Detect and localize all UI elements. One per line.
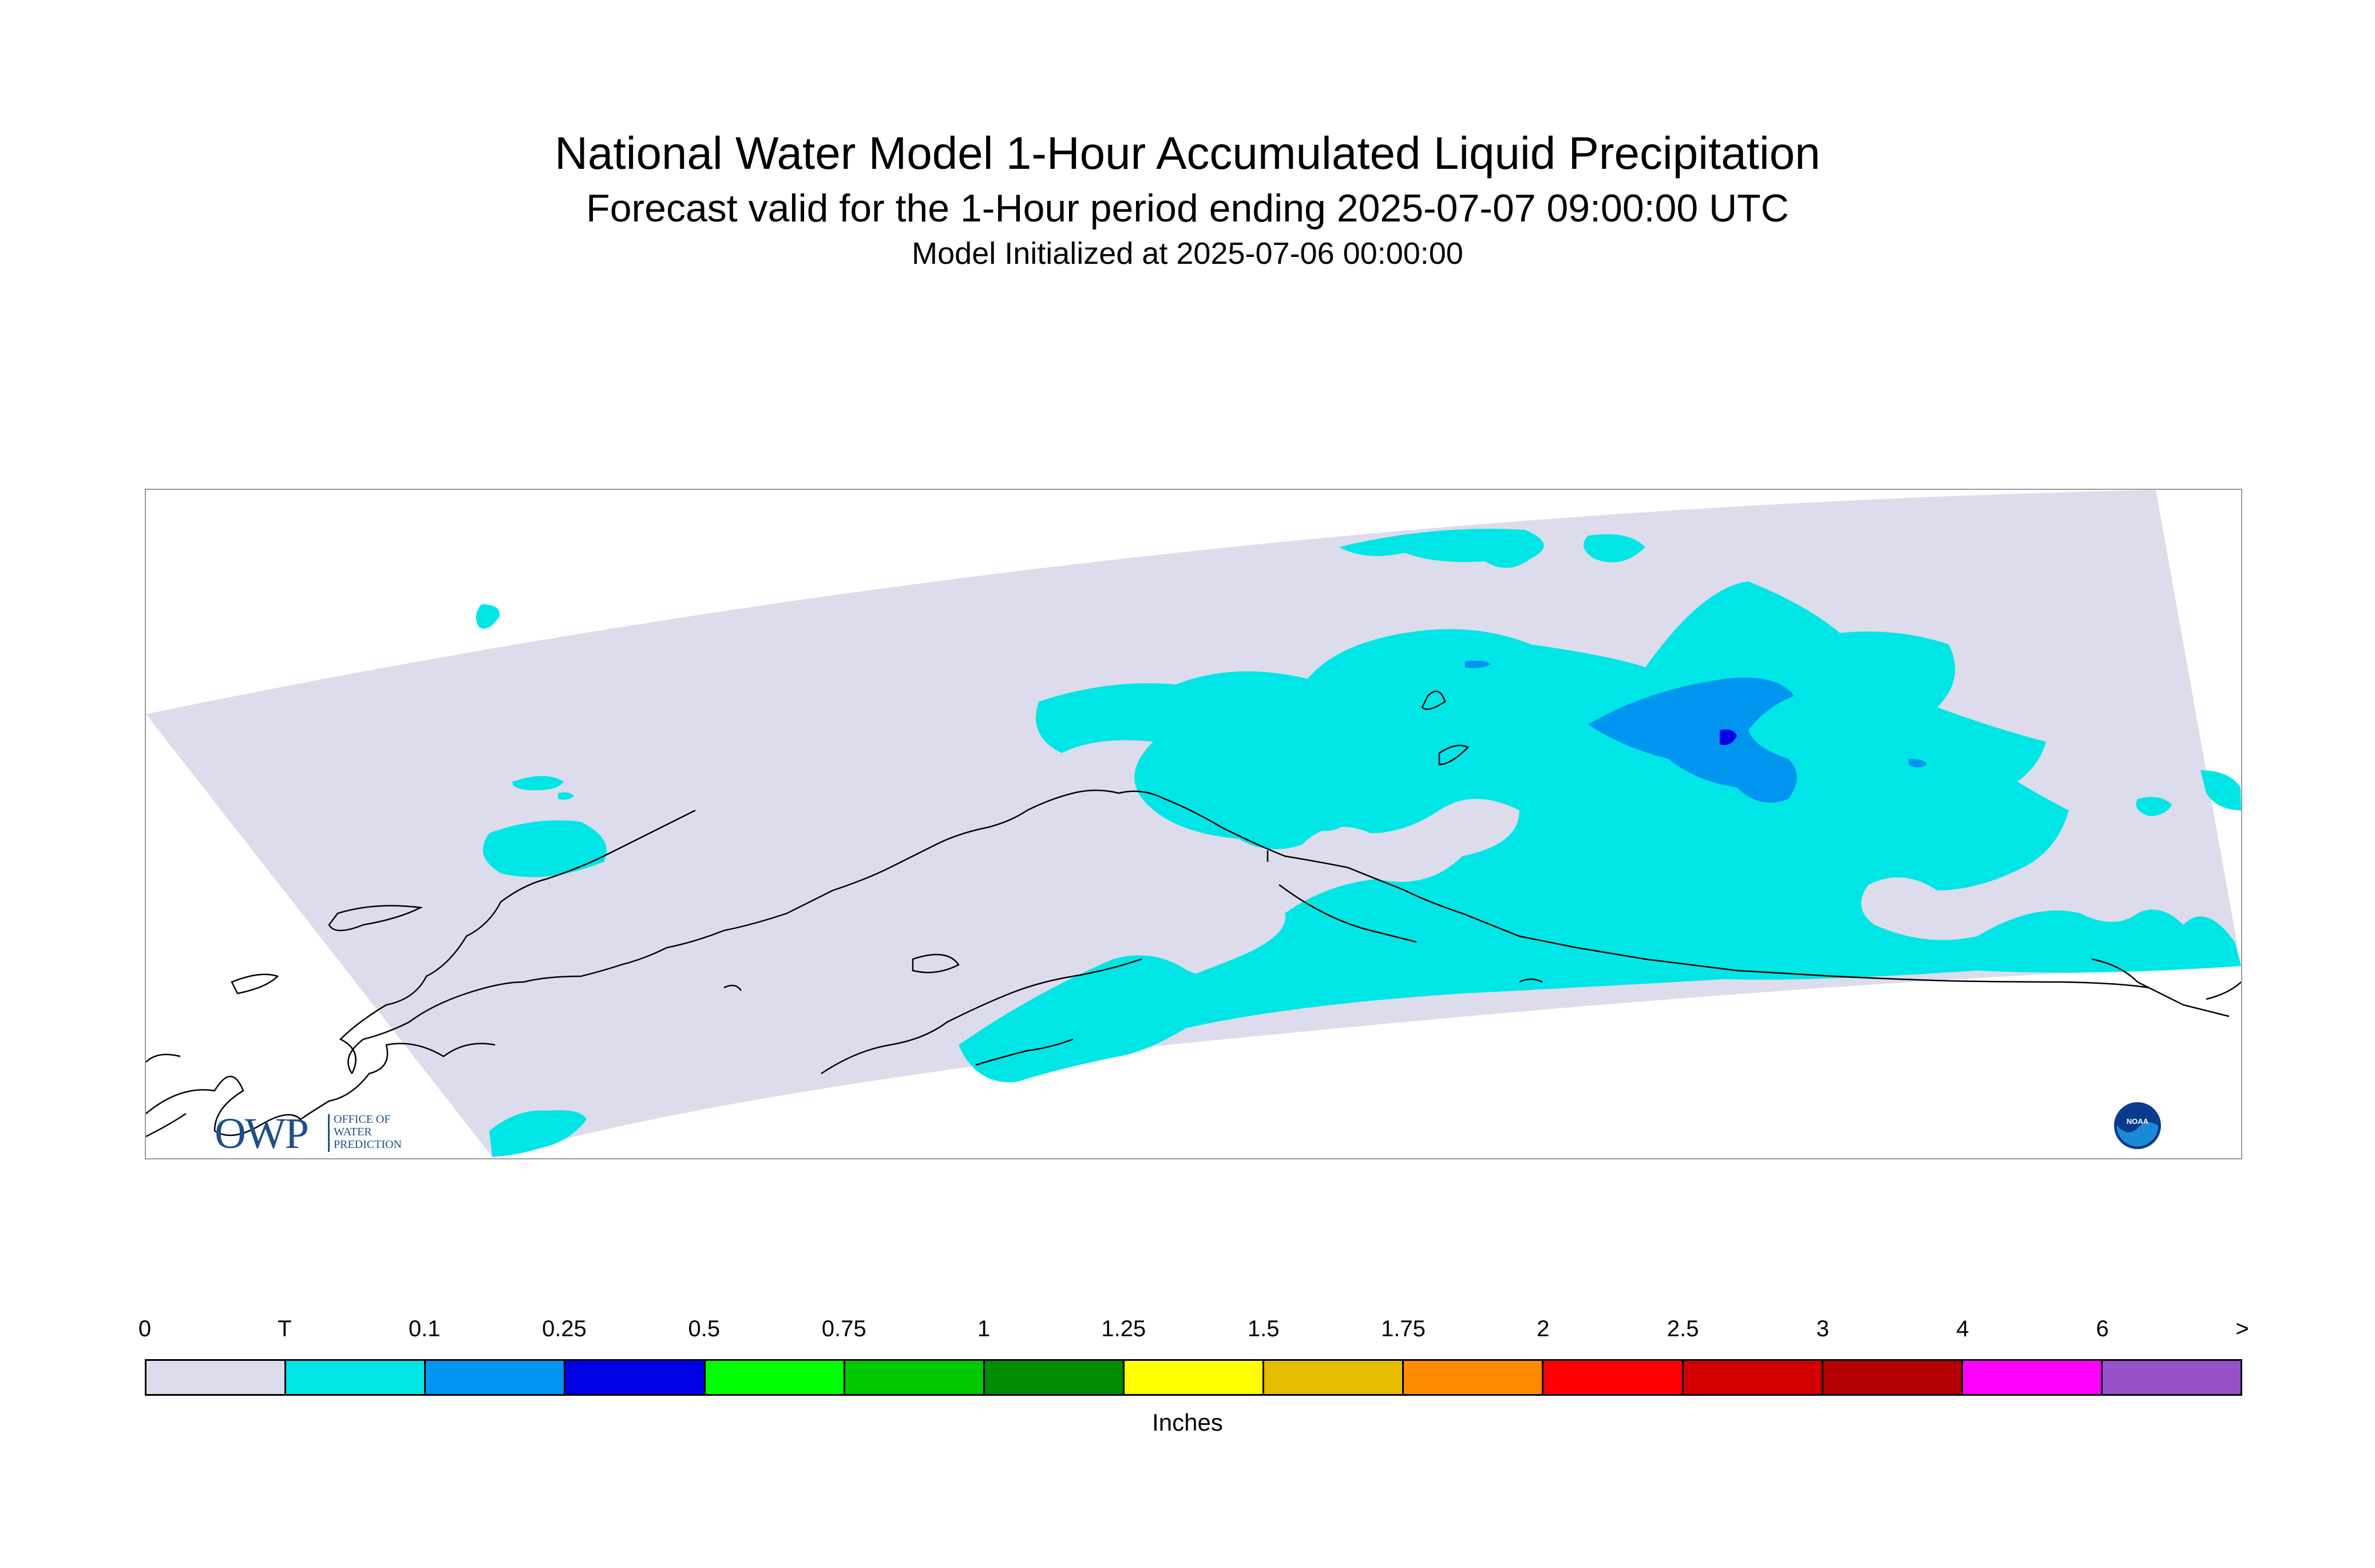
north-slope — [1164, 798, 1646, 960]
noaa-logo-text: NOAA — [2127, 1117, 2149, 1126]
owp-logo-text: OWP — [215, 1110, 309, 1158]
trace-area-east-dot — [2200, 770, 2241, 810]
trace-area-bering-dot — [558, 792, 574, 800]
map-title: National Water Model 1-Hour Accumulated … — [555, 128, 1820, 179]
legend-swatch — [147, 1361, 287, 1394]
trace-area-bering-blob — [476, 604, 500, 629]
legend-tick-label: 1 — [977, 1316, 991, 1341]
st-lawrence-island — [328, 905, 423, 932]
legend-tick-label: 0.1 — [408, 1316, 441, 1341]
alaska-peninsula — [821, 958, 1142, 1075]
lake-1 — [912, 953, 960, 973]
moderate-precip-dot — [1465, 660, 1491, 668]
east-island-coast — [2206, 981, 2241, 1000]
legend-tick-label: 1.5 — [1247, 1316, 1280, 1341]
seward-peninsula — [339, 809, 696, 1074]
east-coast-bits — [2137, 981, 2230, 1017]
legend-tick-label: 6 — [2096, 1316, 2109, 1341]
precipitation-map — [146, 490, 2241, 1158]
model-init-line: Model Initialized at 2025-07-06 00:00:00 — [912, 236, 1463, 271]
coastlines — [146, 690, 2241, 1138]
legend-tick-label: T — [278, 1316, 292, 1341]
legend-swatch — [565, 1361, 706, 1394]
heavy-precip-spot — [1720, 729, 1737, 745]
kenai-coast — [1278, 884, 1417, 943]
legend-tick-label: 0.75 — [821, 1316, 866, 1341]
legend-tick-label: 3 — [1816, 1316, 1830, 1341]
legend-tick-label: 0.25 — [542, 1316, 587, 1341]
legend-swatch — [1823, 1361, 1963, 1394]
moderate-precip-small — [1909, 759, 1927, 767]
legend-tick-label: 4 — [1956, 1316, 1969, 1341]
legend-tick-label: 1.25 — [1101, 1316, 1146, 1341]
legend-swatch — [984, 1361, 1125, 1394]
gulf-island — [1519, 978, 1543, 983]
owp-logo-line-2: WATER — [334, 1126, 372, 1138]
trace-area-north-strip — [1339, 529, 1544, 568]
legend-swatch — [705, 1361, 845, 1394]
legend-swatch — [2102, 1361, 2241, 1394]
color-legend — [145, 1359, 2242, 1396]
noaa-logo: NOAA — [2114, 1102, 2161, 1149]
trace-area-east-island — [2136, 797, 2172, 816]
legend-swatch — [286, 1361, 426, 1394]
legend-tick-label: 1.75 — [1381, 1316, 1426, 1341]
legend-tick-label: 0 — [138, 1316, 152, 1341]
map-subtitle: Forecast valid for the 1-Hour period end… — [586, 187, 1789, 230]
chukotka — [146, 1112, 187, 1138]
alaska-mainland-coast — [347, 789, 1165, 1074]
legend-tick-labels: 0 T 0.1 0.25 0.5 0.75 1 1.25 1.5 1.75 2 2.5 3 4 6 > — [138, 1316, 2249, 1351]
beaufort-coast — [1645, 958, 2150, 989]
owp-logo: OWP OFFICE OF WATER PREDICTION — [215, 1111, 421, 1157]
owp-logo-divider — [328, 1114, 330, 1152]
trace-area-mid-blob — [1311, 814, 1348, 831]
legend-swatch — [1124, 1361, 1265, 1394]
trace-area-north-strip-2 — [1584, 534, 1645, 563]
southeast-coast — [2091, 958, 2138, 983]
arctic-island-2 — [1438, 745, 1470, 766]
pribilof — [723, 984, 742, 991]
legend-swatch — [1683, 1361, 1823, 1394]
moderate-precip-area — [1588, 678, 1797, 803]
legend-tick-label: 2.5 — [1667, 1316, 1699, 1341]
trace-area-bering-small — [512, 776, 564, 790]
legend-swatch — [1962, 1361, 2103, 1394]
arctic-island-1 — [1421, 690, 1446, 710]
owp-logo-line-1: OFFICE OF — [334, 1113, 391, 1126]
owp-logo-line-3: PREDICTION — [334, 1138, 402, 1151]
trace-area-sw-corner — [489, 1110, 587, 1157]
legend-tick-label: 2 — [1537, 1316, 1550, 1341]
legend-swatch — [1264, 1361, 1404, 1394]
legend-swatch — [426, 1361, 566, 1394]
trace-area-bering-mid — [482, 820, 607, 877]
island-kodiak — [146, 1054, 181, 1063]
owp-logo-subtext: OFFICE OF WATER PREDICTION — [334, 1113, 402, 1151]
legend-tick-label: 0.5 — [688, 1316, 721, 1341]
map-panel: OWP OFFICE OF WATER PREDICTION — [145, 489, 2242, 1159]
legend-swatch — [1404, 1361, 1544, 1394]
legend-tick-label: > — [2235, 1316, 2249, 1341]
outside-domain-left — [146, 714, 493, 1158]
trace-area-southwest-coast — [959, 955, 1210, 1083]
nunivak-island — [231, 973, 279, 995]
legend-swatch — [845, 1361, 985, 1394]
aleutian-chain — [975, 1038, 1074, 1066]
alaska-west-coast — [146, 1043, 496, 1137]
legend-swatch — [1543, 1361, 1684, 1394]
legend-units: Inches — [1152, 1409, 1223, 1436]
